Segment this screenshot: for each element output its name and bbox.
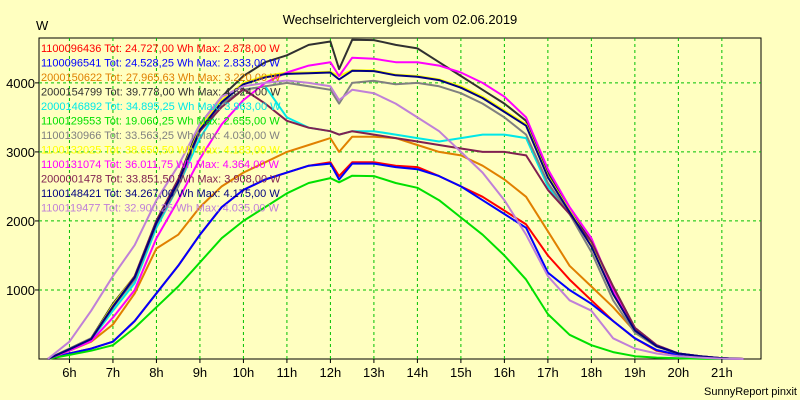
series-line-1100119477: [47, 79, 744, 360]
x-tick-label: 15h: [450, 365, 472, 380]
y-tick-label: 1000: [6, 283, 35, 298]
y-tick-label: 2000: [6, 214, 35, 229]
x-tick-label: 9h: [193, 365, 207, 380]
chart-title: Wechselrichtervergleich vom 02.06.2019: [283, 12, 518, 27]
legend-entry: 1100130966 Tot: 33.563,25 Wh Max: 4.030,…: [41, 130, 280, 142]
legend-entry: 2000154799 Tot: 39.778,00 Wh Max: 4.624,…: [41, 87, 281, 99]
x-tick-label: 20h: [668, 365, 690, 380]
x-tick-label: 6h: [62, 365, 76, 380]
x-tick-label: 7h: [106, 365, 120, 380]
legend-layer: 1100096436 Tot: 24.727,00 Wh Max: 2.878,…: [41, 43, 281, 215]
x-tick-label: 13h: [363, 365, 385, 380]
series-line-2000150622: [47, 135, 744, 360]
x-tick-label: 8h: [149, 365, 163, 380]
y-tick-label: 4000: [6, 76, 35, 91]
legend-entry: 1100129553 Tot: 19.060,25 Wh Max: 2.655,…: [41, 116, 280, 128]
legend-entry: 2000146892 Tot: 34.895,25 Wh Max: 3.963,…: [41, 101, 281, 113]
y-axis-label: W: [36, 18, 49, 33]
legend-entry: 1100096541 Tot: 24.528,25 Wh Max: 2.833,…: [41, 58, 280, 70]
legend-entry: 1100119477 Tot: 32.900,25 Wh Max: 4.035,…: [41, 203, 280, 215]
x-tick-label: 16h: [494, 365, 516, 380]
series-line-1100096541: [47, 162, 744, 360]
legend-entry: 1100148421 Tot: 34.267,00 Wh Max: 4.175,…: [41, 188, 280, 200]
series-line-2000001478: [47, 88, 744, 360]
x-tick-label: 17h: [537, 365, 559, 380]
y-tick-label: 3000: [6, 145, 35, 160]
x-tick-label: 11h: [277, 365, 298, 380]
legend-entry: 1100132025 Tot: 38.650,50 Wh Max: 4.183,…: [41, 145, 280, 157]
x-tick-label: 19h: [624, 365, 646, 380]
series-line-1100130966: [47, 79, 744, 360]
legend-entry: 2000001478 Tot: 33.851,50 Wh Max: 3.908,…: [41, 174, 281, 186]
series-line-1100148421: [47, 69, 744, 360]
legend-entry: 1100131074 Tot: 36.011,75 Wh Max: 4.364,…: [41, 159, 280, 171]
x-tick-label: 10h: [233, 365, 255, 380]
x-tick-label: 21h: [711, 365, 733, 380]
tick-layer: 6h 7h 8h 9h 10h 11h 12h 13h 14h 15h 16h 17h 18h 19h 20…: [6, 76, 733, 380]
x-tick-label: 12h: [320, 365, 342, 380]
legend-entry: 1100096436 Tot: 24.727,00 Wh Max: 2.878,…: [41, 43, 280, 55]
series-line-1100129553: [47, 174, 744, 360]
legend-entry: 2000150622 Tot: 27.965,63 Wh Max: 3.220,…: [41, 72, 281, 84]
footer-credit: SunnyReport pinxit: [704, 386, 797, 398]
series-layer: [47, 38, 744, 360]
x-tick-label: 18h: [581, 365, 603, 380]
x-tick-label: 14h: [407, 365, 429, 380]
